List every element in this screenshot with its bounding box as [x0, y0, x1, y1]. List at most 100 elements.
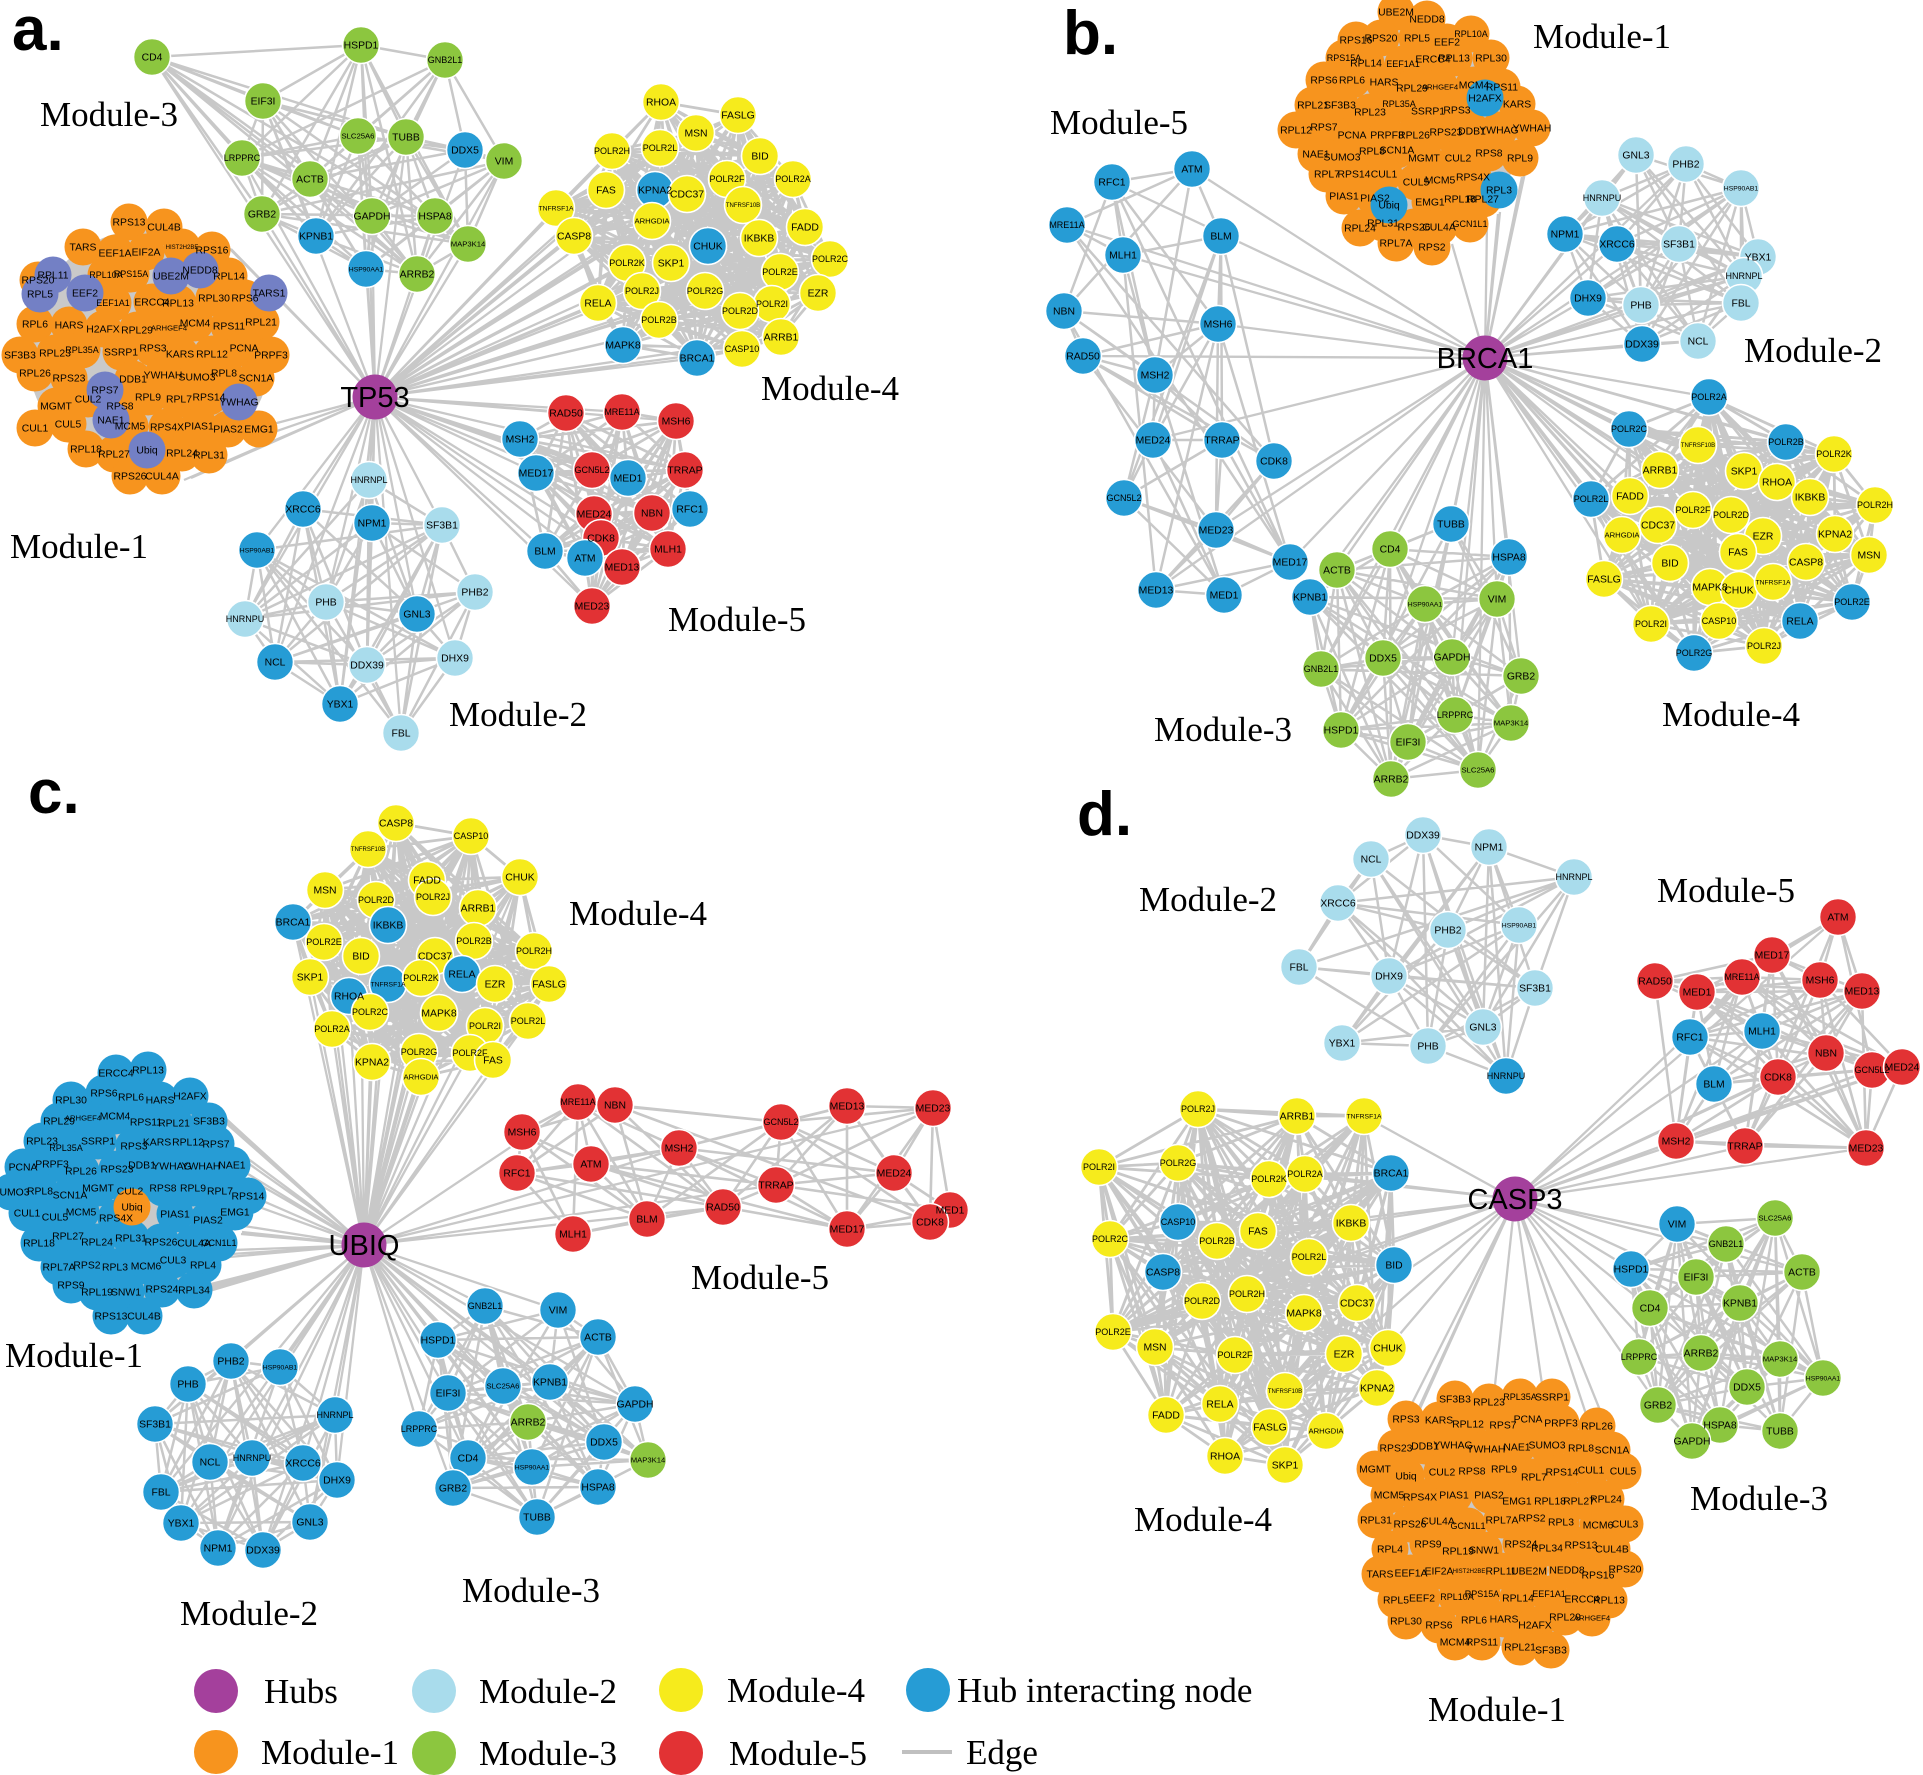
svg-text:DDX39: DDX39	[246, 1546, 280, 1557]
svg-text:MAP3K14: MAP3K14	[451, 240, 486, 249]
svg-text:MRE11A: MRE11A	[560, 1097, 595, 1107]
svg-text:YWHAH: YWHAH	[182, 1162, 221, 1173]
svg-text:MCM5: MCM5	[1374, 1491, 1405, 1502]
svg-text:PIAS2: PIAS2	[193, 1216, 223, 1227]
svg-text:CDC37: CDC37	[1641, 521, 1675, 532]
svg-text:PRPF3: PRPF3	[1544, 1419, 1578, 1430]
svg-text:RPS14: RPS14	[1338, 170, 1371, 181]
svg-text:RPL6: RPL6	[22, 320, 48, 331]
svg-text:DDX5: DDX5	[451, 146, 479, 157]
svg-text:RPS16: RPS16	[196, 246, 229, 257]
svg-text:TUBB: TUBB	[523, 1513, 551, 1524]
svg-text:RPL26: RPL26	[1581, 1422, 1613, 1433]
svg-text:RPL31: RPL31	[1360, 1516, 1392, 1527]
svg-text:RPL18: RPL18	[23, 1239, 55, 1250]
svg-text:RPL18: RPL18	[1444, 195, 1476, 206]
svg-text:PHB: PHB	[1630, 301, 1651, 312]
svg-text:NEDD8: NEDD8	[182, 266, 217, 277]
svg-text:NBN: NBN	[1815, 1049, 1837, 1060]
svg-text:XRCC6: XRCC6	[285, 1459, 320, 1470]
svg-text:EZR: EZR	[485, 980, 506, 991]
svg-text:RPL34: RPL34	[178, 1286, 210, 1297]
svg-text:DHX9: DHX9	[441, 654, 469, 665]
svg-text:RPL7A: RPL7A	[1380, 239, 1413, 250]
svg-text:RPS15A: RPS15A	[1465, 1589, 1500, 1599]
svg-text:POLR2J: POLR2J	[416, 892, 450, 902]
svg-text:RPS6: RPS6	[90, 1089, 117, 1100]
svg-text:RPL29: RPL29	[121, 326, 153, 337]
svg-text:MED23: MED23	[575, 602, 610, 613]
svg-text:SF3B3: SF3B3	[1324, 101, 1356, 112]
svg-text:MSH6: MSH6	[508, 1128, 537, 1139]
svg-text:MSN: MSN	[1857, 551, 1880, 562]
svg-text:MED17: MED17	[1273, 558, 1308, 569]
svg-text:POLR2B: POLR2B	[1768, 437, 1804, 447]
svg-text:RPL21: RPL21	[245, 318, 277, 329]
svg-text:RPS26: RPS26	[145, 1238, 178, 1249]
svg-text:TRRAP: TRRAP	[1204, 436, 1239, 447]
svg-text:RPL19: RPL19	[1442, 1547, 1474, 1558]
svg-text:TNFRSF1A: TNFRSF1A	[1346, 1113, 1382, 1120]
svg-text:CASP10: CASP10	[454, 831, 489, 841]
svg-text:KPNA2: KPNA2	[355, 1058, 389, 1069]
svg-text:ACTB: ACTB	[584, 1333, 612, 1344]
svg-text:RPL27: RPL27	[1467, 195, 1499, 206]
svg-text:KPNA2: KPNA2	[1818, 530, 1852, 541]
svg-text:POLR2L: POLR2L	[511, 1016, 546, 1026]
svg-text:RPL3: RPL3	[1486, 186, 1512, 197]
svg-text:POLR2D: POLR2D	[1713, 510, 1750, 520]
svg-text:SF3B3: SF3B3	[1439, 1395, 1471, 1406]
svg-text:RAD50: RAD50	[549, 409, 583, 420]
svg-text:LRPPRC: LRPPRC	[224, 153, 261, 163]
svg-text:RPL31: RPL31	[193, 451, 225, 462]
svg-text:POLR2H: POLR2H	[594, 146, 630, 156]
svg-text:RPL18: RPL18	[1534, 1497, 1566, 1508]
svg-text:CDK8: CDK8	[587, 534, 615, 545]
svg-text:TRRAP: TRRAP	[758, 1181, 793, 1192]
svg-text:PIAS1: PIAS1	[1329, 192, 1359, 203]
svg-text:RPL6: RPL6	[1461, 1616, 1487, 1627]
svg-text:POLR2E: POLR2E	[1095, 1327, 1131, 1337]
svg-text:Module-3: Module-3	[479, 1734, 617, 1773]
svg-text:ARHGEF4: ARHGEF4	[65, 1114, 102, 1123]
svg-text:Module-5: Module-5	[691, 1258, 829, 1297]
svg-text:Module-2: Module-2	[449, 695, 587, 734]
svg-text:MCM4: MCM4	[1440, 1638, 1471, 1649]
svg-text:RPL4: RPL4	[1377, 1545, 1403, 1556]
svg-text:HSPA8: HSPA8	[1492, 553, 1526, 564]
svg-text:CASP8: CASP8	[557, 232, 591, 243]
svg-text:IKBKB: IKBKB	[373, 921, 404, 932]
svg-text:POLR2K: POLR2K	[1816, 449, 1852, 459]
svg-text:RHOA: RHOA	[334, 992, 364, 1003]
svg-text:RPL27: RPL27	[52, 1232, 84, 1243]
svg-text:YBX1: YBX1	[1745, 253, 1772, 264]
svg-text:LRPPRC: LRPPRC	[1621, 1352, 1658, 1362]
svg-text:PCNA: PCNA	[9, 1163, 38, 1174]
svg-text:RPS13: RPS13	[113, 218, 146, 229]
svg-text:Module-5: Module-5	[729, 1734, 867, 1773]
svg-text:RPL14: RPL14	[213, 272, 245, 283]
svg-text:RPL5: RPL5	[1404, 34, 1430, 45]
svg-text:EEF1A: EEF1A	[1395, 1569, 1428, 1580]
svg-text:ARRB2: ARRB2	[400, 270, 435, 281]
svg-text:NPM1: NPM1	[204, 1544, 233, 1555]
svg-text:MSH2: MSH2	[1141, 371, 1170, 382]
svg-text:CUL4B: CUL4B	[1595, 1545, 1629, 1556]
svg-text:EZR: EZR	[1334, 1350, 1355, 1361]
svg-text:RPL10A: RPL10A	[1440, 1592, 1474, 1602]
svg-text:UBE2M: UBE2M	[1511, 1567, 1547, 1578]
svg-text:Hubs: Hubs	[264, 1672, 338, 1711]
svg-text:YBX1: YBX1	[168, 1519, 195, 1530]
svg-text:Module-3: Module-3	[40, 95, 178, 134]
svg-text:FAS: FAS	[483, 1056, 503, 1067]
svg-text:HSPA8: HSPA8	[1703, 1421, 1737, 1432]
svg-text:RPS16: RPS16	[1582, 1571, 1615, 1582]
svg-text:CASP3: CASP3	[1467, 1184, 1562, 1216]
svg-text:DDB1: DDB1	[1411, 1442, 1439, 1453]
svg-text:CDC37: CDC37	[1340, 1299, 1374, 1310]
svg-text:CDC37: CDC37	[418, 952, 452, 963]
svg-text:MSN: MSN	[313, 886, 336, 897]
svg-text:HARS: HARS	[1490, 1615, 1519, 1626]
svg-text:SLC25A6: SLC25A6	[342, 132, 375, 141]
svg-text:RPL10A: RPL10A	[1454, 29, 1488, 39]
